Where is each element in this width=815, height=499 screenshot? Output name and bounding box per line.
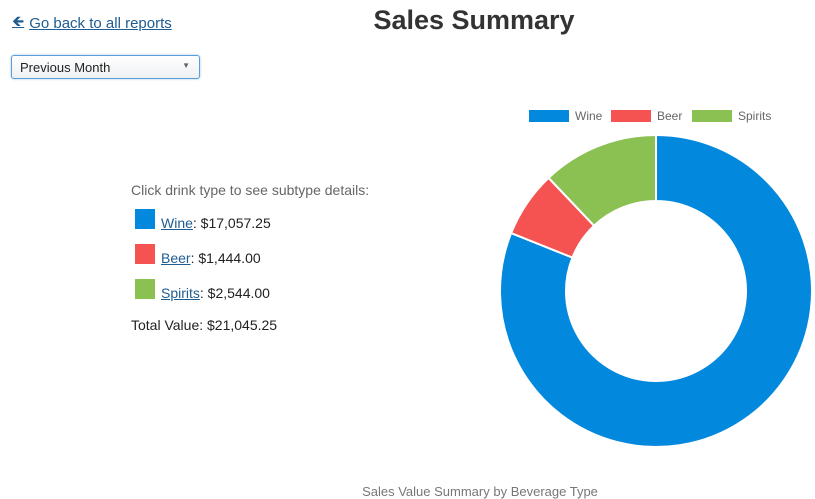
page-title: Sales Summary <box>373 5 575 35</box>
back-link-label: Go back to all reports <box>29 15 172 32</box>
legend-swatch-beer <box>611 110 651 122</box>
legend-label-wine: Wine <box>575 109 603 123</box>
spirits-swatch <box>135 279 155 299</box>
wine-value: : $17,057.25 <box>192 215 271 231</box>
period-select-value: Previous Month <box>20 60 111 75</box>
beer-value: : $1,444.00 <box>190 250 261 266</box>
wine-swatch <box>135 209 155 229</box>
back-to-reports-link[interactable]: 🡸 Go back to all reports <box>12 11 172 36</box>
beer-swatch <box>135 244 155 264</box>
period-select[interactable]: Previous Month ▼ <box>11 55 200 79</box>
donut-slice-wine[interactable] <box>499 133 813 448</box>
subtype-hint: Click drink type to see subtype details: <box>131 182 370 198</box>
arrow-left-icon: 🡸 <box>12 13 25 30</box>
sales-donut-chart <box>499 133 813 448</box>
spirits-value: : $2,544.00 <box>199 285 270 301</box>
caret-down-icon: ▼ <box>182 61 190 70</box>
legend-swatch-wine <box>529 110 569 122</box>
spirits-link[interactable]: Spirits <box>161 285 200 301</box>
beer-link[interactable]: Beer <box>161 250 191 266</box>
legend-swatch-spirits <box>692 110 732 122</box>
legend-label-beer: Beer <box>657 109 683 123</box>
legend-label-spirits: Spirits <box>738 109 772 123</box>
wine-link[interactable]: Wine <box>161 215 193 231</box>
total-value: Total Value: $21,045.25 <box>131 317 278 333</box>
donut-slice-spirits[interactable] <box>547 133 657 228</box>
